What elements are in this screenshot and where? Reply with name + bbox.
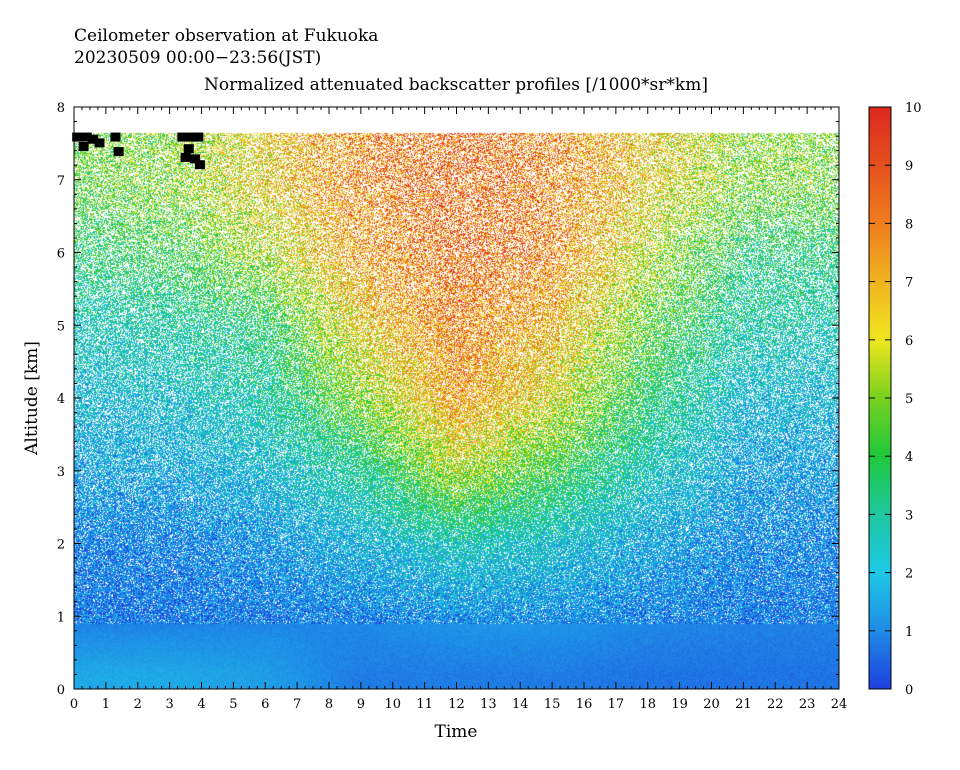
- x-tick-label: 5: [229, 697, 237, 712]
- x-tick-label: 9: [357, 697, 365, 712]
- y-tick-label: 8: [57, 101, 65, 116]
- x-tick-label: 18: [639, 697, 656, 712]
- cloud-base-mark: [186, 132, 197, 142]
- colorbar-ticks: 0 1 2 3 4 5 6 7 8 9 10: [869, 101, 922, 698]
- cloud-base-mark: [113, 147, 124, 157]
- title-line-2: 20230509 00:00−23:56(JST): [74, 48, 321, 68]
- y-tick-label: 6: [57, 247, 65, 262]
- colorbar: 0 1 2 3 4 5 6 7 8 9 10: [868, 101, 922, 698]
- y-tick-label: 4: [57, 392, 65, 407]
- x-tick-label: 13: [480, 697, 497, 712]
- x-axis-label: Time: [435, 722, 478, 742]
- x-tick-label: 3: [165, 697, 173, 712]
- cloud-base-mark: [94, 138, 105, 148]
- y-tick-label: 3: [57, 465, 65, 480]
- x-tick-label: 12: [448, 697, 465, 712]
- x-tick-label: 24: [831, 697, 848, 712]
- y-tick-label: 2: [57, 538, 65, 553]
- x-tick-label: 22: [767, 697, 784, 712]
- colorbar-tick-label: 8: [905, 217, 913, 232]
- x-axis: 0 1 2 3 4 5 6 7 8 9 10 11 12 13 14 15 16 17 18 19 20 21 22 23 24: [70, 107, 847, 712]
- colorbar-tick-label: 3: [905, 508, 913, 523]
- cloud-base-mark: [88, 134, 99, 144]
- colorbar-tick-label: 5: [905, 392, 913, 407]
- cloud-base-mark: [183, 144, 194, 154]
- chart-subtitle: Normalized attenuated backscatter profil…: [204, 75, 708, 95]
- y-tick-label: 0: [57, 683, 65, 698]
- x-tick-label: 14: [512, 697, 529, 712]
- colorbar-tick-label: 10: [905, 101, 922, 116]
- colorbar-tick-label: 2: [905, 567, 913, 582]
- x-tick-label: 17: [608, 697, 625, 712]
- cloud-marks: [72, 132, 205, 170]
- cloud-base-mark: [78, 142, 89, 152]
- backscatter-heatmap: [74, 107, 839, 689]
- x-tick-label: 16: [576, 697, 593, 712]
- x-tick-label: 2: [134, 697, 142, 712]
- x-tick-label: 19: [671, 697, 688, 712]
- colorbar-tick-label: 4: [905, 450, 913, 465]
- cloud-base-mark: [190, 154, 201, 164]
- y-axis-label: Altitude [km]: [22, 341, 42, 456]
- cloud-base-mark: [81, 132, 92, 142]
- plot-area: [72, 106, 840, 690]
- x-tick-label: 21: [735, 697, 752, 712]
- x-tick-label: 23: [799, 697, 816, 712]
- x-tick-label: 10: [384, 697, 401, 712]
- x-tick-label: 0: [70, 697, 78, 712]
- title-line-1: Ceilometer observation at Fukuoka: [74, 26, 378, 46]
- y-tick-label: 7: [57, 174, 65, 189]
- cloud-base-mark: [177, 132, 188, 142]
- y-tick-label: 5: [57, 319, 65, 334]
- x-tick-label: 7: [293, 697, 301, 712]
- colorbar-gradient: [869, 107, 891, 689]
- cloud-base-mark: [110, 132, 121, 142]
- cloud-base-mark: [194, 160, 205, 170]
- colorbar-tick-label: 0: [905, 683, 913, 698]
- x-tick-label: 1: [102, 697, 110, 712]
- x-tick-label: 4: [197, 697, 205, 712]
- x-tick-label: 8: [325, 697, 333, 712]
- cloud-base-mark: [193, 132, 204, 142]
- y-axis: 0 1 2 3 4 5 6 7 8: [57, 101, 839, 698]
- colorbar-tick-label: 1: [905, 625, 913, 640]
- y-tick-label: 1: [57, 610, 65, 625]
- colorbar-tick-label: 7: [905, 276, 913, 291]
- cloud-base-mark: [180, 152, 191, 162]
- x-tick-label: 20: [703, 697, 720, 712]
- x-tick-label: 11: [416, 697, 433, 712]
- colorbar-tick-label: 6: [905, 334, 913, 349]
- x-tick-label: 15: [544, 697, 561, 712]
- cloud-base-mark: [72, 132, 83, 142]
- colorbar-tick-label: 9: [905, 159, 913, 174]
- x-tick-label: 6: [261, 697, 269, 712]
